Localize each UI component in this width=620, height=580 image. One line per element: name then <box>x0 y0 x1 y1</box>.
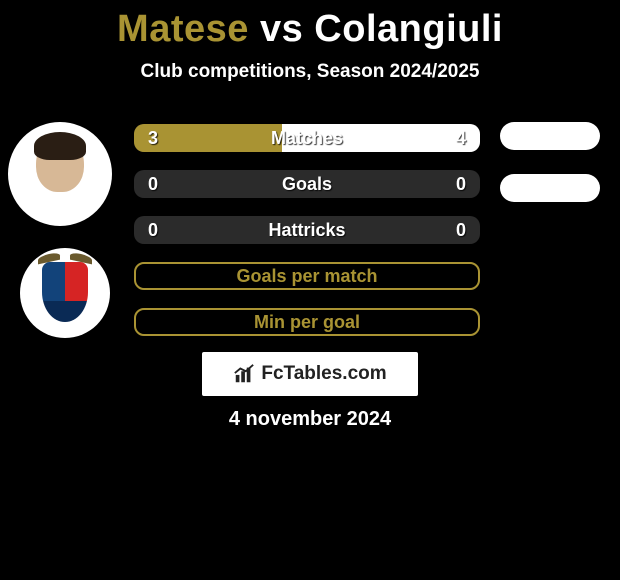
brand-badge: FcTables.com <box>202 352 418 396</box>
stat-row: 00Hattricks <box>134 216 480 244</box>
player2-avatar <box>20 248 110 338</box>
right-pills <box>500 122 600 226</box>
footer-date: 4 november 2024 <box>0 408 620 431</box>
avatars-column <box>8 122 112 360</box>
label-row-text: Goals per match <box>136 264 478 288</box>
chart-icon <box>233 363 255 385</box>
stat-label: Goals <box>134 170 480 198</box>
label-row: Goals per match <box>134 262 480 290</box>
label-row-text: Min per goal <box>136 310 478 334</box>
comparison-title: Matese vs Colangiuli <box>0 0 620 51</box>
player1-name: Matese <box>117 8 249 50</box>
brand-text: FcTables.com <box>261 363 386 385</box>
vs-text: vs <box>260 8 303 50</box>
label-row: Min per goal <box>134 308 480 336</box>
stat-label: Hattricks <box>134 216 480 244</box>
player1-avatar <box>8 122 112 226</box>
subtitle: Club competitions, Season 2024/2025 <box>0 61 620 83</box>
player-pill <box>500 122 600 150</box>
player-pill <box>500 174 600 202</box>
stat-label: Matches <box>134 124 480 152</box>
stat-rows: 34Matches 00Goals 00Hattricks Goals per mat… <box>134 124 480 354</box>
stat-row: 00Goals <box>134 170 480 198</box>
stat-row: 34Matches <box>134 124 480 152</box>
player2-name: Colangiuli <box>314 8 503 50</box>
